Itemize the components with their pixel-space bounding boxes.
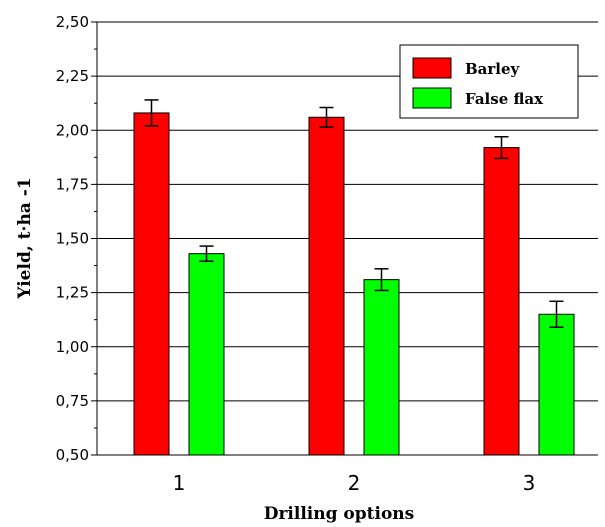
y-tick-label: 1,00 bbox=[56, 338, 89, 356]
y-axis-title: Yield, t·ha -1 bbox=[15, 177, 35, 299]
gridlines bbox=[97, 21, 598, 402]
x-category-label: 2 bbox=[348, 471, 361, 495]
y-axis-ticks: 0,50 0,75 1,00 1,25 1,50 1,75 2,00 2,25 2,50 bbox=[56, 13, 97, 464]
x-category-label: 3 bbox=[523, 471, 536, 495]
legend-swatch-false-flax bbox=[412, 87, 452, 109]
legend-label-false-flax: False flax bbox=[465, 90, 544, 108]
legend-swatch-barley bbox=[412, 57, 452, 79]
y-tick-label: 2,00 bbox=[56, 121, 89, 139]
y-tick-label: 0,75 bbox=[56, 392, 89, 410]
y-tick-label: 1,50 bbox=[56, 230, 89, 248]
bar-barley bbox=[308, 116, 345, 456]
y-tick-label: 1,25 bbox=[56, 284, 89, 302]
y-tick-label: 1,75 bbox=[56, 175, 89, 193]
x-category-label: 1 bbox=[173, 471, 186, 495]
y-tick-label: 0,50 bbox=[56, 446, 89, 464]
y-tick-label: 2,50 bbox=[56, 13, 89, 31]
legend: Barley False flax bbox=[399, 44, 579, 119]
bars bbox=[133, 99, 575, 456]
x-axis-title: Drilling options bbox=[264, 504, 415, 524]
bar-false-flax bbox=[363, 279, 400, 456]
x-axis-categories: 1 2 3 bbox=[173, 471, 536, 495]
bar-false-flax bbox=[188, 253, 225, 456]
bar-false-flax bbox=[538, 313, 575, 456]
bar-barley bbox=[483, 147, 520, 456]
legend-label-barley: Barley bbox=[465, 60, 521, 78]
y-tick-label: 2,25 bbox=[56, 67, 89, 85]
bar-barley bbox=[133, 112, 170, 456]
